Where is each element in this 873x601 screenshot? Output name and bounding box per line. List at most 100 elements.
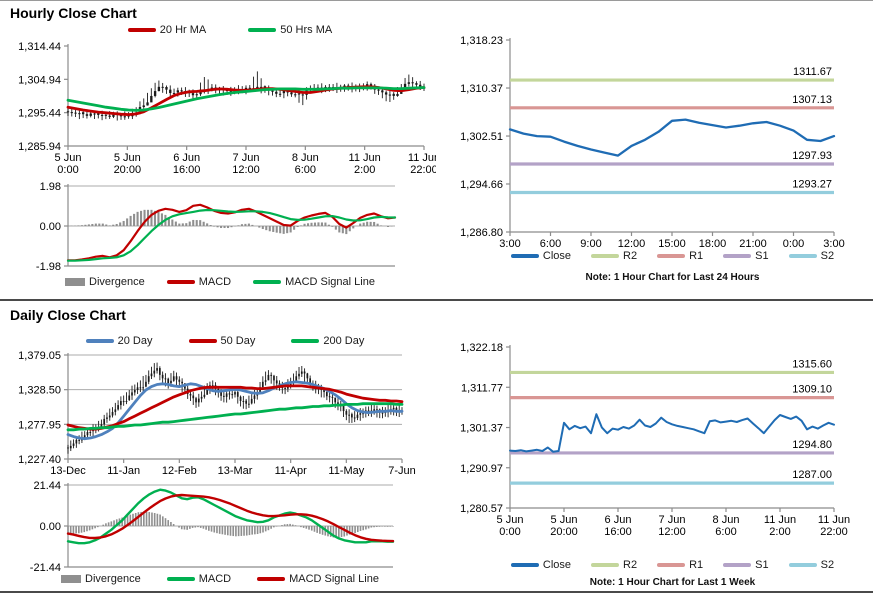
legend-item-s2: S2: [788, 559, 834, 571]
svg-text:1307.13: 1307.13: [792, 94, 832, 106]
legend-label: 20 Day: [117, 335, 153, 347]
svg-text:16:00: 16:00: [173, 164, 201, 176]
svg-text:0:00: 0:00: [783, 238, 804, 250]
legend-swatch: [788, 563, 817, 567]
svg-text:7-Jun: 7-Jun: [388, 465, 416, 477]
legend-item-r2: R2: [591, 559, 637, 571]
svg-text:1,290.97: 1,290.97: [460, 463, 503, 475]
legend-swatch: [657, 254, 686, 258]
svg-text:1,322.18: 1,322.18: [460, 342, 503, 354]
legend-swatch: [166, 577, 195, 581]
svg-text:13-Mar: 13-Mar: [218, 465, 253, 477]
hourly-close-section: Hourly Close Chart 20 Hr MA 50 Hrs MA 1,3…: [0, 0, 436, 299]
page-title-daily: Daily Close Chart: [10, 307, 126, 323]
legend-item-macd: MACD: [166, 276, 232, 288]
svg-text:22:00: 22:00: [410, 164, 436, 176]
svg-text:1,314.44: 1,314.44: [18, 42, 61, 53]
legend-label: MACD: [198, 573, 232, 585]
svg-text:22:00: 22:00: [820, 526, 848, 538]
svg-text:12:00: 12:00: [658, 526, 686, 538]
legend-item-r1: R1: [657, 559, 703, 571]
legend-label: R1: [689, 250, 704, 262]
svg-text:0.00: 0.00: [40, 521, 61, 533]
svg-text:6 Jun: 6 Jun: [605, 514, 632, 526]
svg-text:0:00: 0:00: [499, 526, 520, 538]
legend-label: 200 Day: [323, 335, 365, 347]
svg-text:18:00: 18:00: [699, 238, 727, 250]
legend-item-macd: MACD: [166, 573, 232, 585]
legend-label: MACD Signal Line: [289, 573, 379, 585]
svg-text:1,310.37: 1,310.37: [460, 83, 503, 95]
svg-text:7 Jun: 7 Jun: [659, 514, 686, 526]
legend-label: Close: [542, 250, 572, 262]
svg-text:2:00: 2:00: [769, 526, 790, 538]
svg-text:1297.93: 1297.93: [792, 150, 832, 162]
svg-text:15:00: 15:00: [658, 238, 686, 250]
svg-text:6 Jun: 6 Jun: [173, 152, 200, 164]
daily-macd-chart: 21.44 0.00 -21.44: [30, 480, 395, 574]
svg-text:-1.98: -1.98: [36, 261, 61, 273]
svg-text:3:00: 3:00: [499, 238, 520, 250]
svg-text:8 Jun: 8 Jun: [713, 514, 740, 526]
svg-text:1,328.50: 1,328.50: [18, 385, 61, 397]
legend-swatch: [788, 254, 817, 258]
svg-text:1,280.57: 1,280.57: [460, 503, 503, 515]
page-title-hourly: Hourly Close Chart: [10, 5, 137, 21]
svg-text:1,304.94: 1,304.94: [18, 74, 61, 86]
svg-text:6:00: 6:00: [715, 526, 736, 538]
hourly-pivot-chart: 1,318.23 1,310.37 1,302.51 1,294.66 1,286.80…: [460, 35, 845, 250]
legend-label: R2: [623, 250, 638, 262]
legend-swatch: [248, 28, 277, 32]
legend-label: MACD: [198, 276, 232, 288]
svg-text:1,379.05: 1,379.05: [18, 351, 61, 362]
svg-text:1,285.94: 1,285.94: [18, 141, 61, 153]
svg-text:13-Dec: 13-Dec: [50, 465, 86, 477]
legend-label: Close: [542, 559, 572, 571]
svg-text:6:00: 6:00: [540, 238, 561, 250]
svg-text:5 Jun: 5 Jun: [497, 514, 524, 526]
legend-item-20-day: 20 Day: [85, 335, 153, 347]
legend-swatch: [188, 339, 217, 343]
legend-label: S2: [820, 250, 835, 262]
svg-text:1,227.40: 1,227.40: [18, 454, 61, 466]
legend-swatch: [723, 254, 752, 258]
legend-item-close: Close: [510, 559, 572, 571]
svg-text:11 Jun: 11 Jun: [764, 514, 796, 526]
svg-text:11 Jun: 11 Jun: [349, 152, 381, 164]
svg-text:11-Apr: 11-Apr: [275, 465, 308, 477]
legend-swatch: [657, 563, 686, 567]
legend-swatch: [510, 254, 539, 258]
legend-item-50-hrs-ma: 50 Hrs MA: [248, 24, 332, 36]
legend-swatch: [65, 278, 86, 286]
svg-text:12:00: 12:00: [618, 238, 646, 250]
svg-text:11-Jan: 11-Jan: [107, 465, 140, 477]
legend-item-r1: R1: [657, 250, 703, 262]
legend-swatch: [510, 563, 539, 567]
legend-swatch: [61, 575, 82, 583]
svg-text:6:00: 6:00: [295, 164, 316, 176]
svg-text:0.00: 0.00: [40, 221, 61, 233]
daily-price-legend: 20 Day 50 Day 200 Day: [40, 335, 410, 347]
legend-label: S1: [755, 559, 769, 571]
svg-text:1.98: 1.98: [40, 181, 61, 193]
svg-text:3:00: 3:00: [823, 238, 844, 250]
legend-swatch: [723, 563, 752, 567]
svg-text:1,295.44: 1,295.44: [18, 108, 61, 120]
legend-swatch: [291, 339, 320, 343]
weekly-pivot-legend: Close R2 R1 S1 S2: [472, 559, 873, 571]
legend-swatch: [127, 28, 156, 32]
weekly-pivot-chart: 1,322.18 1,311.77 1,301.37 1,290.97 1,280.57…: [460, 342, 850, 538]
legend-item-macd-signal-line: MACD Signal Line: [257, 573, 379, 585]
legend-item-200-day: 200 Day: [291, 335, 364, 347]
legend-swatch: [253, 280, 282, 284]
hourly-pivot-legend: Close R2 R1 S1 S2: [472, 250, 873, 262]
hourly-price-chart: 1,314.441,304.941,295.441,285.945 Jun0:0…: [18, 42, 436, 176]
svg-text:-21.44: -21.44: [30, 562, 61, 574]
svg-text:1,301.37: 1,301.37: [460, 423, 503, 435]
weekly-pivot-section: 1,322.18 1,311.77 1,301.37 1,290.97 1,280.57…: [436, 301, 873, 591]
svg-text:11-May: 11-May: [328, 465, 364, 477]
svg-text:2:00: 2:00: [354, 164, 375, 176]
svg-text:5 Jun: 5 Jun: [551, 514, 578, 526]
svg-text:1315.60: 1315.60: [792, 358, 832, 370]
